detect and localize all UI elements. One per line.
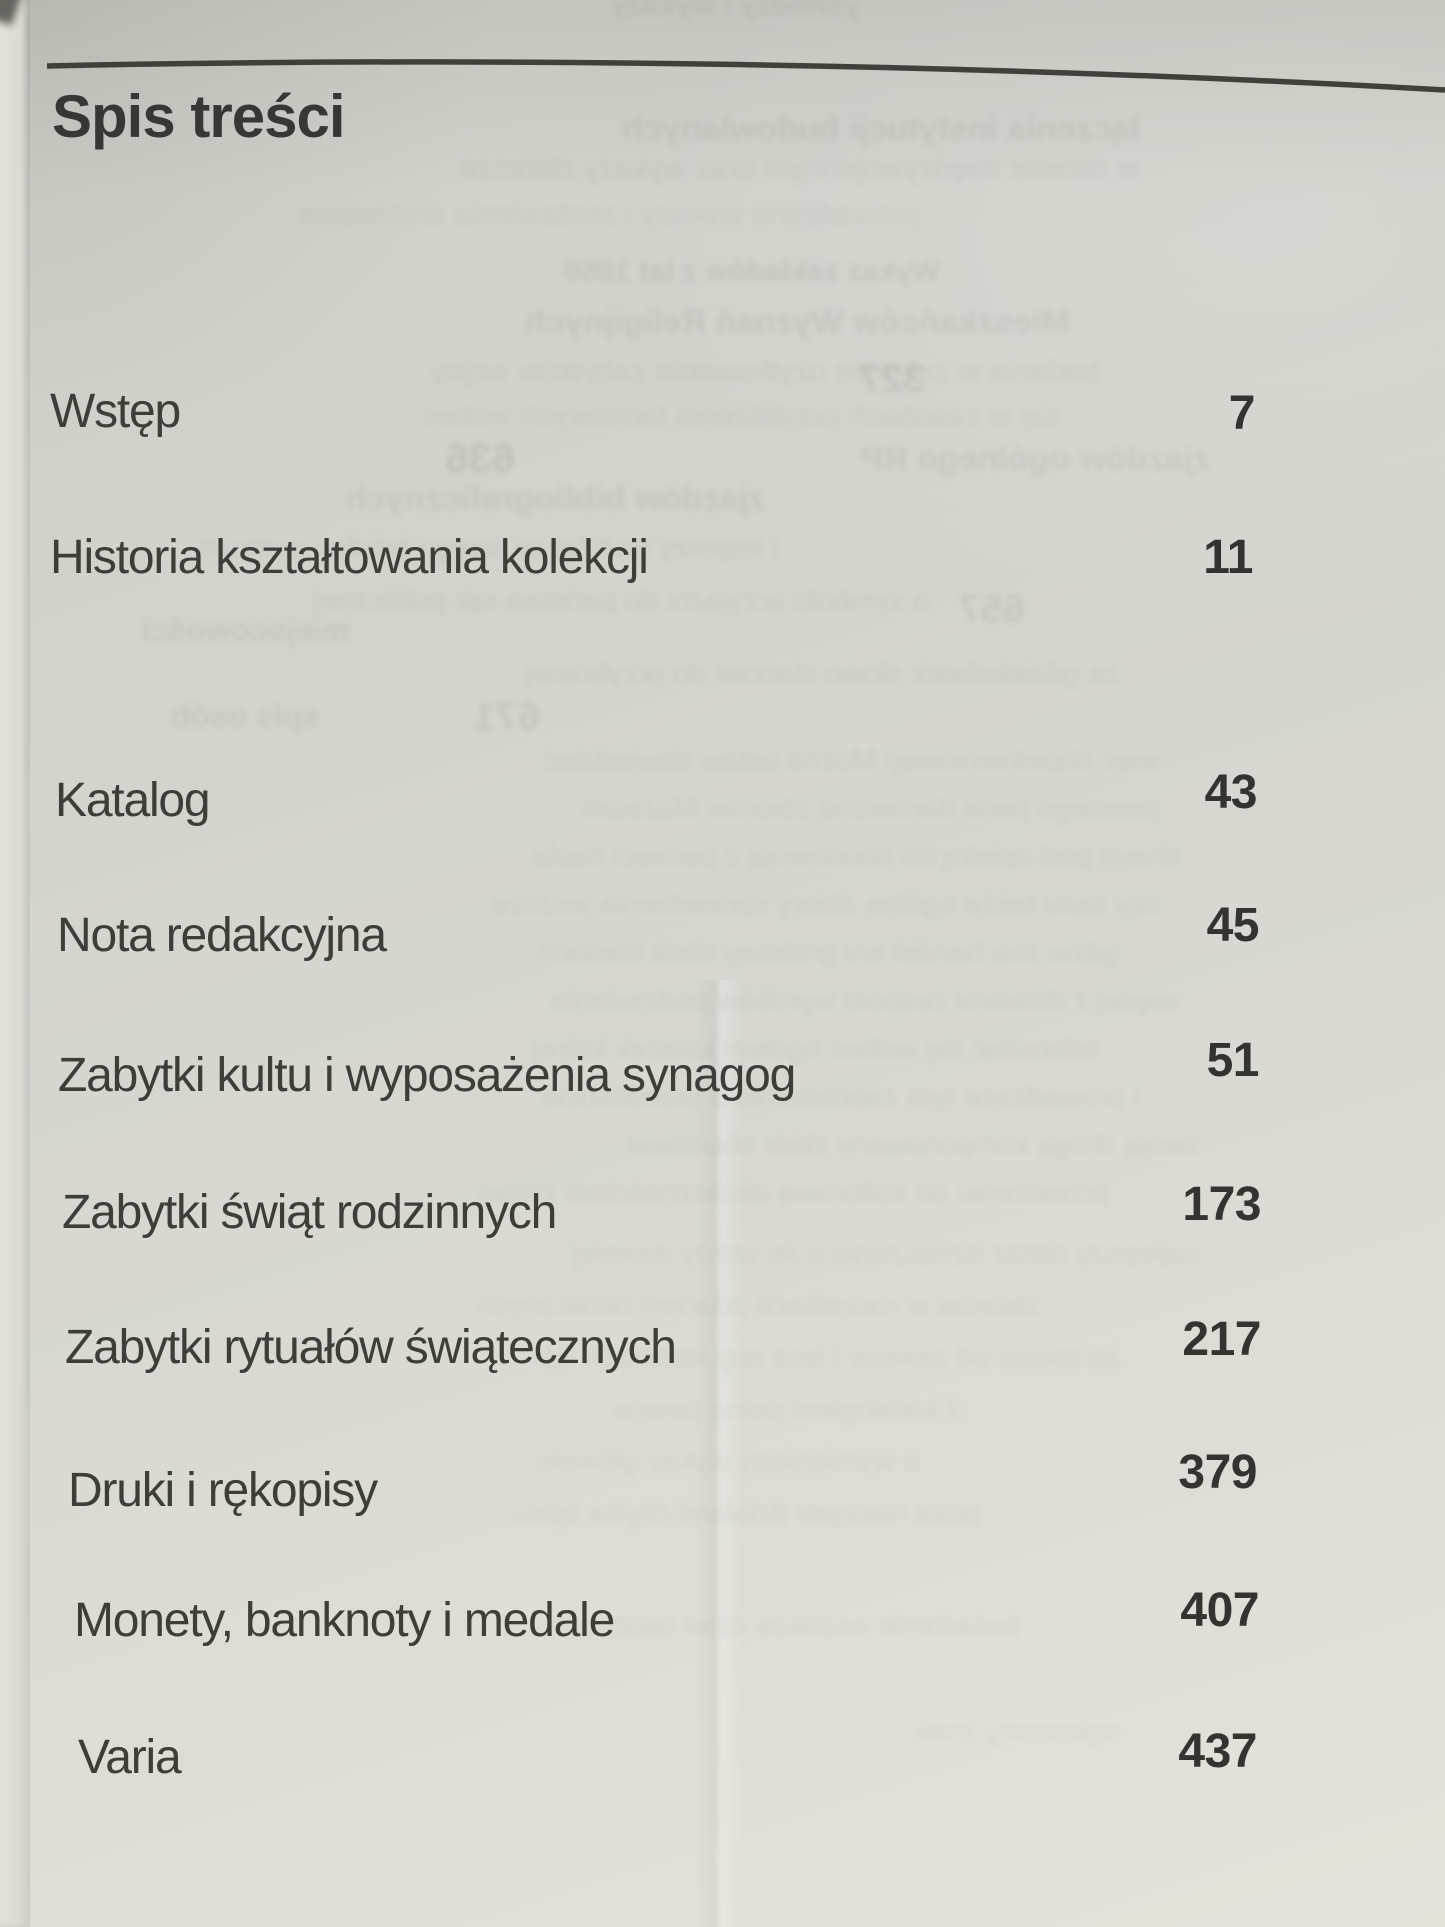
toc-entry: Wstęp 7 bbox=[0, 384, 1445, 444]
heading-rule bbox=[46, 59, 1445, 93]
toc-entry-label: Varia bbox=[78, 1731, 182, 1784]
toc-entry-label: Zabytki świąt rodzinnych bbox=[62, 1186, 557, 1239]
toc-entry: Zabytki rytuałów świątecznych 217 bbox=[0, 1313, 1445, 1380]
page-crease bbox=[694, 980, 742, 1927]
toc-entry-page-number: 51 bbox=[1206, 1034, 1260, 1087]
toc-entry-page-number: 407 bbox=[1180, 1584, 1259, 1637]
toc-entry: Zabytki kultu i wyposażenia synagog 51 bbox=[0, 1034, 1445, 1108]
toc-entry: Nota redakcyjna 45 bbox=[0, 899, 1445, 968]
toc-entry-label: Monety, banknoty i medale bbox=[74, 1594, 615, 1647]
toc-entry-label: Druki i rękopisy bbox=[68, 1464, 378, 1517]
toc-entry: Zabytki świąt rodzinnych 173 bbox=[0, 1178, 1445, 1245]
toc-entry: Historia kształtowania kolekcji 11 bbox=[0, 530, 1445, 590]
toc-entry: Varia 437 bbox=[0, 1725, 1445, 1790]
toc-entry-label: Wstęp bbox=[50, 385, 181, 438]
toc-entry-page-number: 45 bbox=[1206, 899, 1260, 952]
toc-entry-page-number: 7 bbox=[1228, 387, 1256, 440]
page-title: Spis treści bbox=[52, 83, 345, 150]
toc-entry-page-number: 11 bbox=[1203, 531, 1253, 584]
toc-entry: Monety, banknoty i medale 407 bbox=[0, 1584, 1445, 1653]
toc-entry: Druki i rękopisy 379 bbox=[0, 1446, 1445, 1523]
toc-entry-page-number: 173 bbox=[1182, 1178, 1261, 1231]
toc-entry: Katalog 43 bbox=[0, 766, 1445, 833]
toc-entry-page-number: 43 bbox=[1204, 766, 1258, 819]
toc-entry-page-number: 437 bbox=[1178, 1725, 1257, 1778]
toc-entry-label: Historia kształtowania kolekcji bbox=[50, 531, 649, 584]
page-left-edge bbox=[0, 0, 30, 1927]
toc-entry-page-number: 379 bbox=[1178, 1446, 1257, 1499]
toc-entry-label: Nota redakcyjna bbox=[57, 909, 387, 962]
toc-entry-page-number: 217 bbox=[1182, 1313, 1261, 1366]
toc-entry-label: Zabytki kultu i wyposażenia synagog bbox=[58, 1049, 796, 1102]
toc-entry-label: Katalog bbox=[55, 774, 211, 827]
toc-entry-label: Zabytki rytuałów świątecznych bbox=[65, 1321, 677, 1374]
